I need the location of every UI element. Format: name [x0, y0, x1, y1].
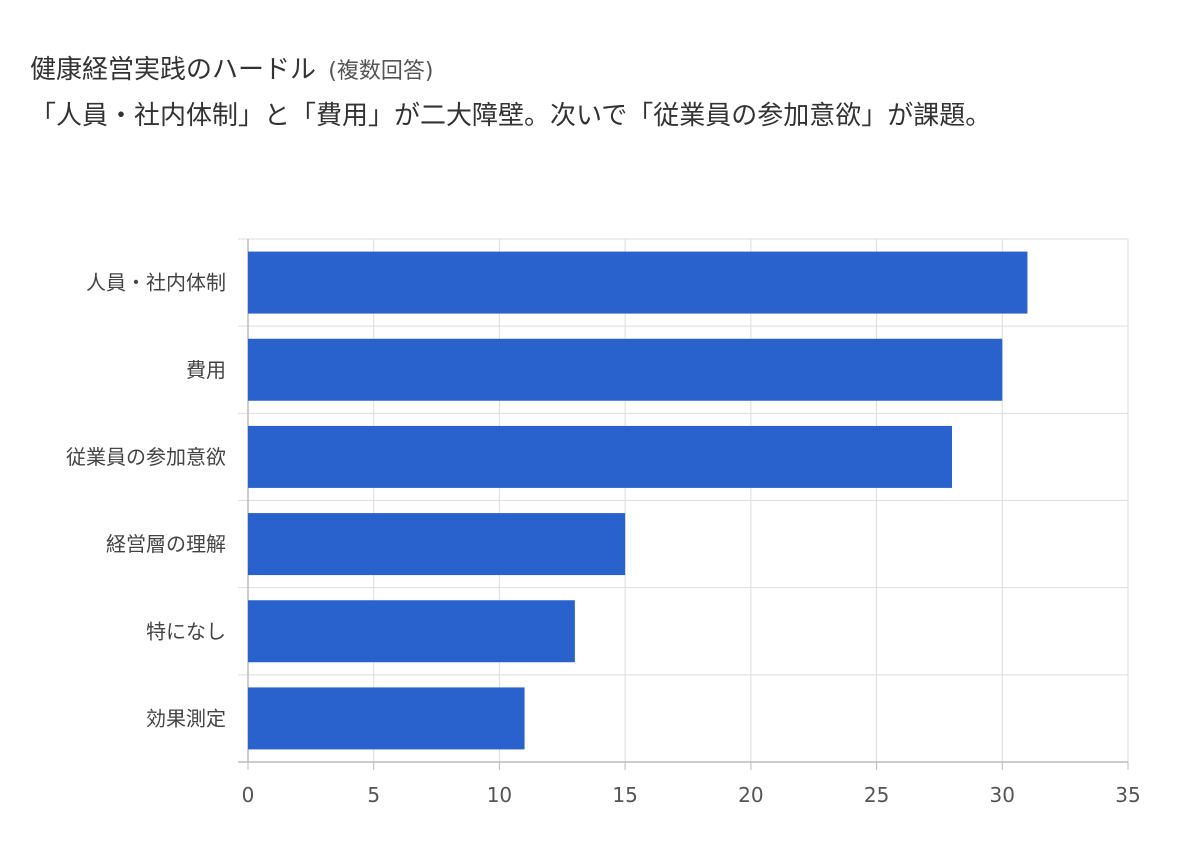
x-tick-label-3: 15 — [612, 783, 637, 807]
chart-title-note: (複数回答) — [328, 59, 434, 84]
bar-3 — [248, 513, 626, 576]
x-tick-label-7: 35 — [1115, 783, 1140, 807]
chart-subtitle: 「人員・社内体制」と「費用」が二大障壁。次いで「従業員の参加意欲」が課題。 — [30, 101, 992, 131]
bar-5 — [248, 687, 525, 750]
x-tick-label-0: 0 — [242, 783, 255, 807]
x-tick-label-6: 30 — [990, 783, 1015, 807]
x-tick-label-4: 20 — [738, 783, 763, 807]
category-label-3: 経営層の理解 — [106, 532, 226, 556]
x-tick-label-2: 10 — [487, 783, 512, 807]
chart-title: 健康経営実践のハードル — [30, 55, 317, 85]
category-label-1: 費用 — [186, 358, 226, 382]
title-block: 健康経営実践のハードル (複数回答) 「人員・社内体制」と「費用」が二大障壁。次… — [30, 50, 1160, 136]
category-label-5: 効果測定 — [146, 706, 226, 730]
category-label-4: 特になし — [146, 619, 226, 643]
bar-2 — [248, 425, 952, 488]
category-label-2: 従業員の参加意欲 — [66, 445, 226, 469]
x-tick-label-1: 5 — [367, 783, 380, 807]
bar-4 — [248, 600, 575, 663]
x-tick-label-5: 25 — [864, 783, 889, 807]
chart-title-line: 健康経営実践のハードル (複数回答) — [30, 50, 1160, 92]
bar-0 — [248, 251, 1028, 314]
category-label-0: 人員・社内体制 — [86, 271, 226, 295]
bar-1 — [248, 338, 1003, 401]
